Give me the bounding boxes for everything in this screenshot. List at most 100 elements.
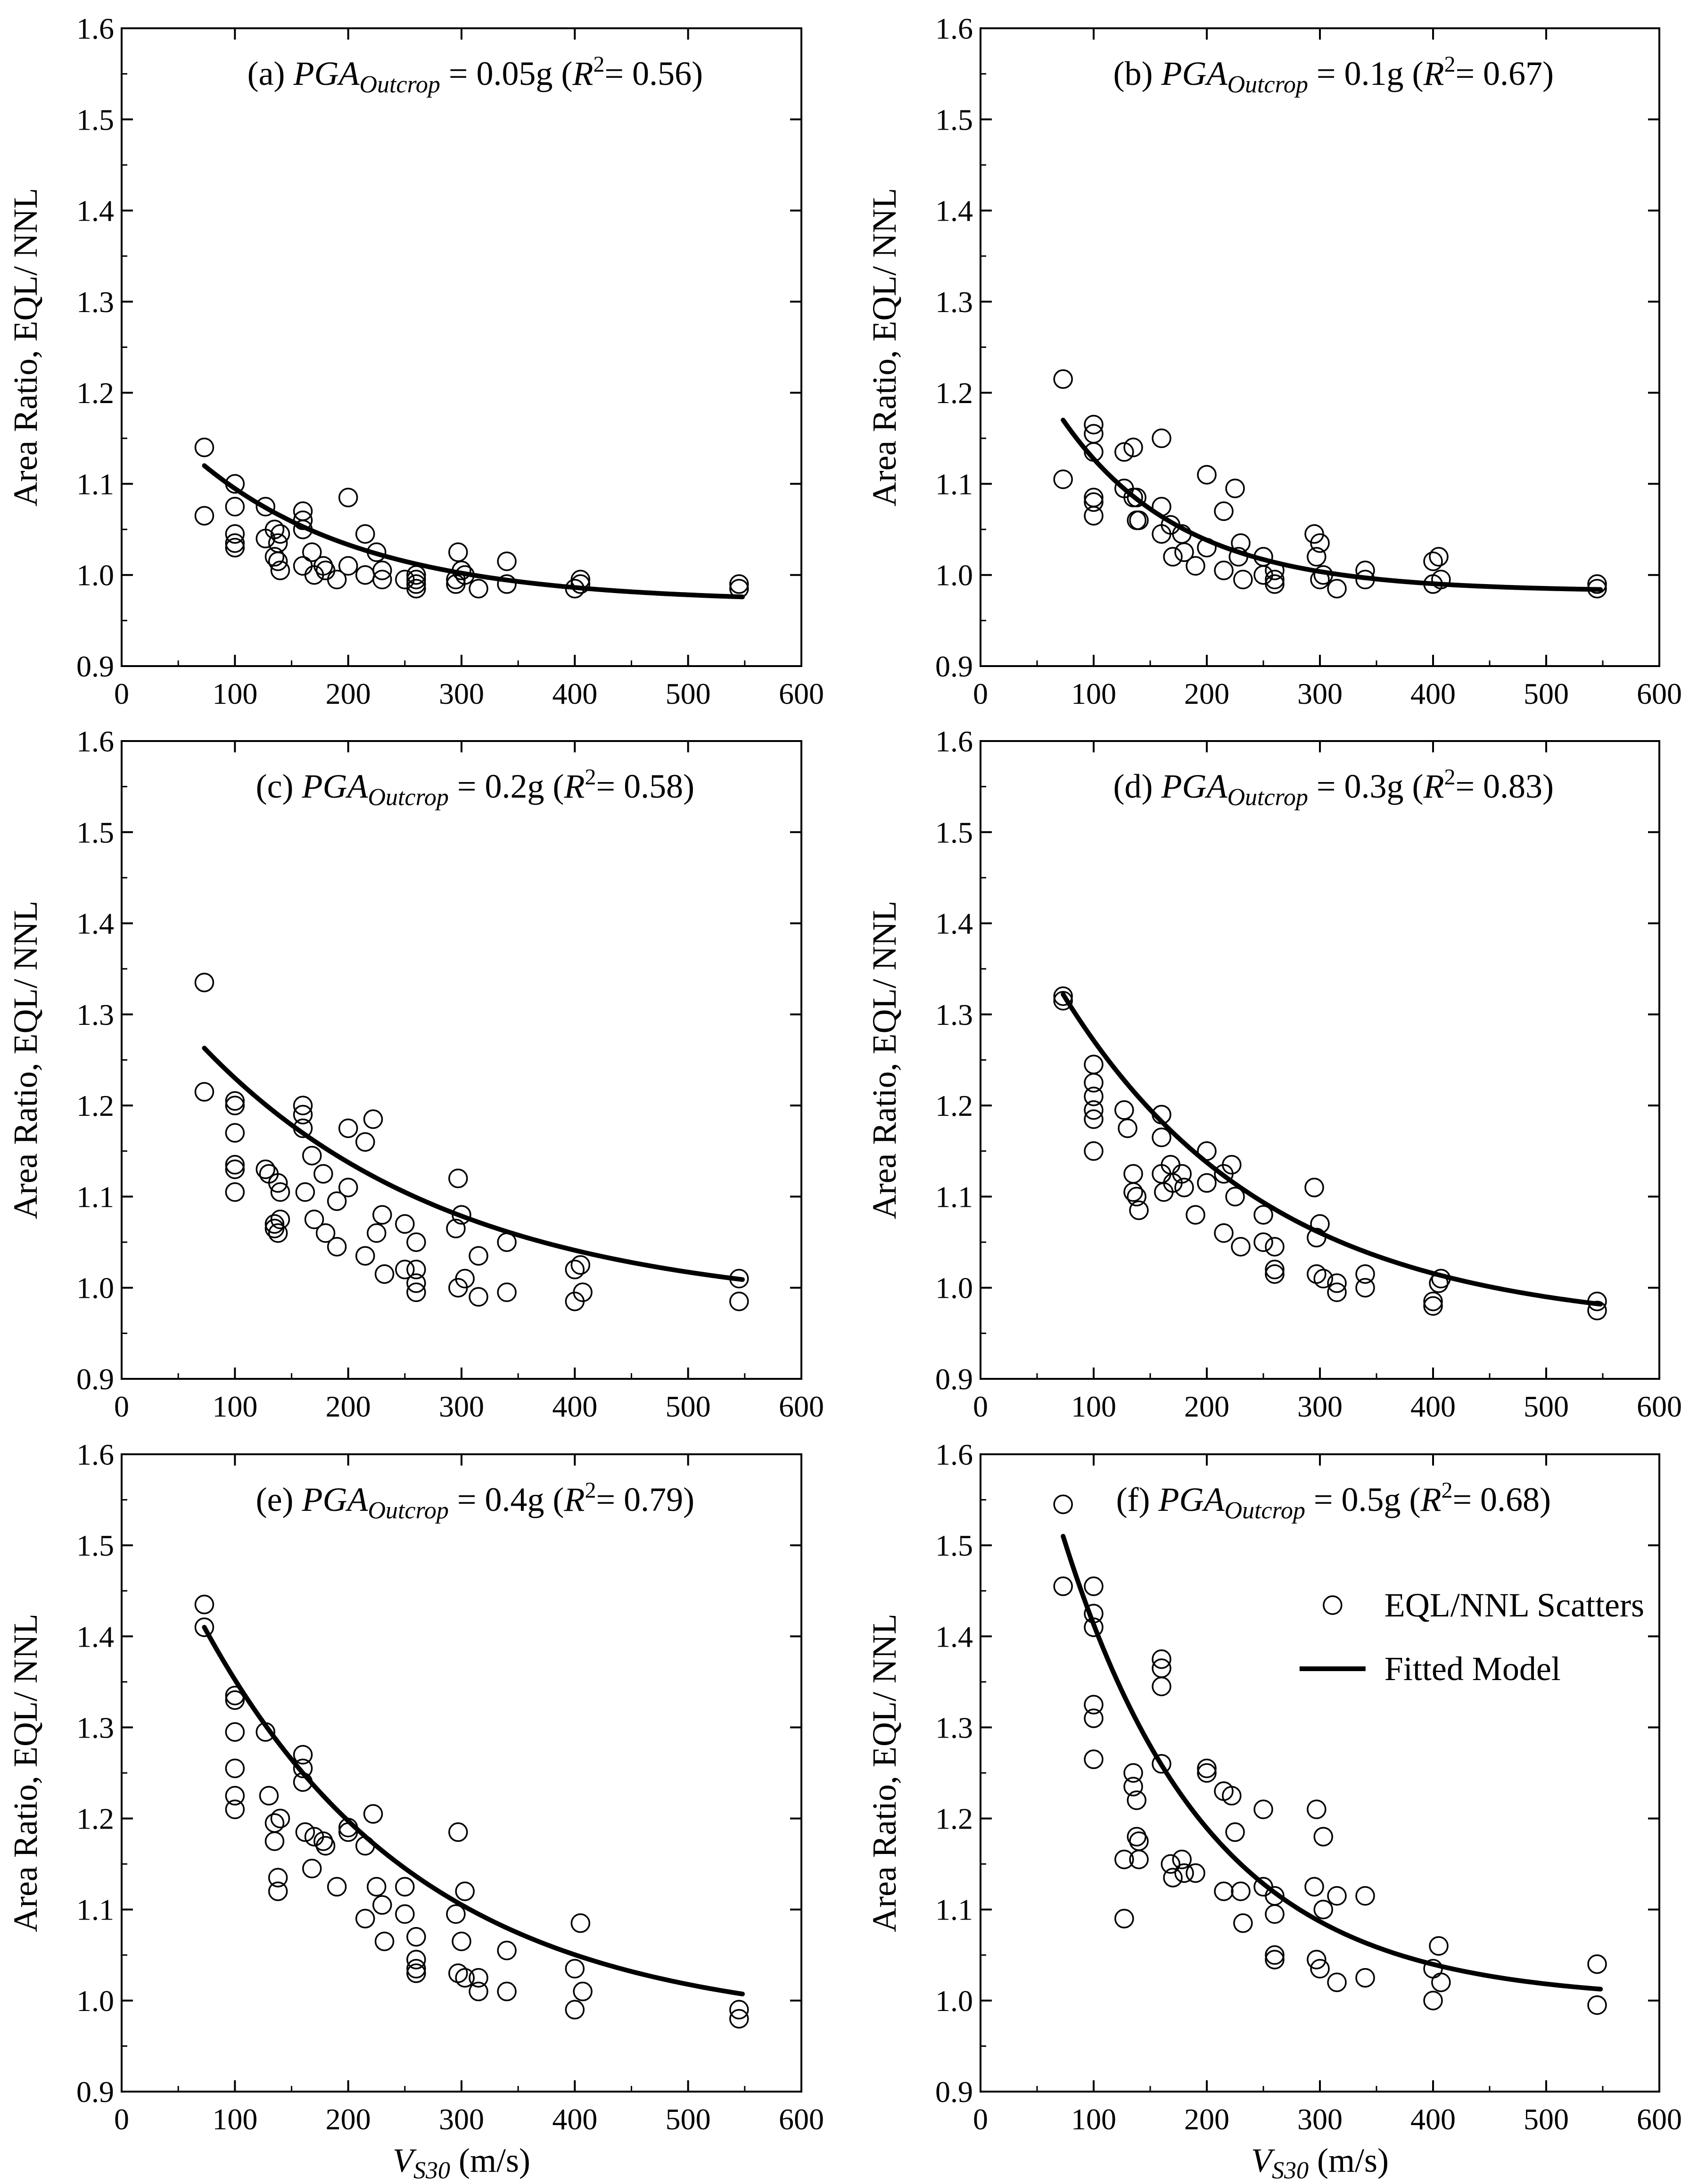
- scatter-point: [1225, 1187, 1245, 1207]
- fitted-curve: [202, 1624, 745, 1996]
- scatter-point: [455, 1269, 475, 1289]
- scatter-point: [1123, 437, 1143, 457]
- scatter-point: [293, 1758, 313, 1779]
- scatter-point: [1084, 1073, 1104, 1093]
- y-tick-label: 0.9: [935, 2075, 973, 2109]
- scatter-point: [1114, 442, 1134, 462]
- scatter-point: [225, 1159, 245, 1179]
- scatter-point: [313, 556, 333, 576]
- scatter-point: [355, 1909, 375, 1929]
- x-tick-label: 500: [1524, 2102, 1569, 2136]
- scatter-point: [1222, 1155, 1242, 1175]
- y-axis-label: Area Ratio, EQL/ NNL: [865, 901, 903, 1220]
- scatter-point: [1163, 1868, 1183, 1887]
- y-tick-label: 1.0: [76, 559, 114, 592]
- scatter-point: [729, 1291, 749, 1311]
- scatter-point: [469, 1287, 488, 1307]
- scatter-point: [1123, 1164, 1143, 1184]
- x-tick-label: 500: [666, 677, 711, 710]
- scatter-point: [1084, 492, 1104, 512]
- scatter-point: [268, 1223, 288, 1243]
- x-tick-label: 400: [1410, 1390, 1456, 1423]
- y-tick-label: 1.2: [76, 1802, 114, 1836]
- scatter-point: [1152, 1128, 1171, 1147]
- y-tick-label: 1.6: [76, 12, 114, 45]
- x-tick-label: 0: [114, 2102, 129, 2136]
- y-tick-label: 0.9: [76, 1362, 114, 1396]
- x-tick-label: 600: [1637, 2102, 1682, 2136]
- scatter-point: [1172, 1849, 1192, 1870]
- scatter-point: [270, 1182, 290, 1202]
- scatter-point: [1123, 1763, 1143, 1783]
- scatter-point: [1423, 1291, 1443, 1311]
- scatter-point: [406, 1232, 426, 1252]
- y-tick-label: 1.3: [76, 998, 114, 1031]
- scatter-point: [1313, 1269, 1333, 1289]
- x-tick-label: 100: [1071, 677, 1116, 710]
- x-tick-label: 300: [439, 1390, 484, 1423]
- scatter-point: [1253, 1799, 1273, 1820]
- scatter-point: [1355, 1264, 1375, 1284]
- scatter-point: [1423, 551, 1443, 571]
- scatter-point: [327, 569, 347, 590]
- scatter-point: [406, 574, 426, 594]
- panel-b: 0 100 200 300 400 500 600 0.9 1.0 1.1 1.2 1.3 1.4 1.5…: [865, 12, 1682, 710]
- y-tick-label: 0.9: [76, 650, 114, 683]
- plot-frame: [121, 1453, 802, 2093]
- scatter-point: [270, 560, 290, 580]
- scatter-point: [1214, 501, 1234, 521]
- scatter-point: [1127, 1187, 1146, 1207]
- scatter-point: [1233, 1913, 1253, 1933]
- y-axis-label: Area Ratio, EQL/ NNL: [865, 188, 903, 507]
- y-tick-label: 1.0: [935, 1984, 973, 2018]
- scatter-point: [315, 1836, 336, 1856]
- scatter-point: [268, 1868, 288, 1887]
- scatter-point: [293, 1745, 313, 1765]
- scatter-point: [367, 1877, 387, 1897]
- y-tick-label: 1.2: [935, 376, 973, 410]
- scatter-point: [1084, 487, 1104, 508]
- scatter-point: [327, 1236, 347, 1257]
- scatter-point: [1084, 415, 1104, 435]
- x-tick-label: 400: [552, 677, 597, 710]
- y-tick-label: 1.0: [76, 1984, 114, 2018]
- y-axis-label: Area Ratio, EQL/ NNL: [865, 1614, 903, 1932]
- scatter-point: [1123, 1182, 1143, 1202]
- scatter-point: [455, 1881, 475, 1901]
- scatter-point: [270, 1210, 290, 1229]
- scatter-point: [1084, 1749, 1104, 1769]
- x-axis-label: VS30 (m/s): [1251, 2142, 1389, 2184]
- x-tick-label: 400: [552, 2102, 597, 2136]
- y-tick-label: 1.5: [935, 1529, 973, 1562]
- x-axis-label: VS30 (m/s): [393, 2142, 530, 2184]
- scatter-point: [1053, 1576, 1073, 1596]
- scatter-point: [395, 1904, 415, 1924]
- scatter-point: [1152, 1649, 1171, 1669]
- scatter-point: [570, 1255, 591, 1275]
- scatter-point: [1053, 369, 1073, 389]
- scatter-point: [1053, 470, 1073, 489]
- x-tick-label: 500: [1524, 1390, 1569, 1423]
- scatter-point: [1197, 1763, 1217, 1783]
- scatter-point: [1214, 1223, 1234, 1243]
- scatter-point: [446, 1219, 466, 1238]
- scatter-point: [1174, 542, 1194, 562]
- x-tick-label: 500: [666, 2102, 711, 2136]
- scatter-point: [406, 1282, 426, 1302]
- fitted-curve: [1061, 1533, 1603, 1992]
- scatter-point: [194, 1617, 214, 1637]
- panel-a: 0 100 200 300 400 500 600 0.9 1.0 1.1 1.2 1.3 1.4 1.5…: [7, 12, 824, 710]
- scatter-point: [497, 1981, 517, 2002]
- scatter-point: [1265, 574, 1285, 594]
- y-tick-label: 1.3: [935, 1711, 973, 1744]
- scatter-point: [1327, 1273, 1347, 1293]
- scatter-point: [1163, 547, 1183, 567]
- y-tick-label: 1.2: [935, 1089, 973, 1122]
- scatter-point: [1127, 1827, 1146, 1846]
- y-tick-label: 1.6: [935, 1438, 973, 1471]
- scatter-point: [264, 1214, 285, 1234]
- x-tick-label: 400: [1410, 677, 1456, 710]
- scatter-point: [1186, 1863, 1205, 1883]
- scatter-point: [374, 1264, 395, 1284]
